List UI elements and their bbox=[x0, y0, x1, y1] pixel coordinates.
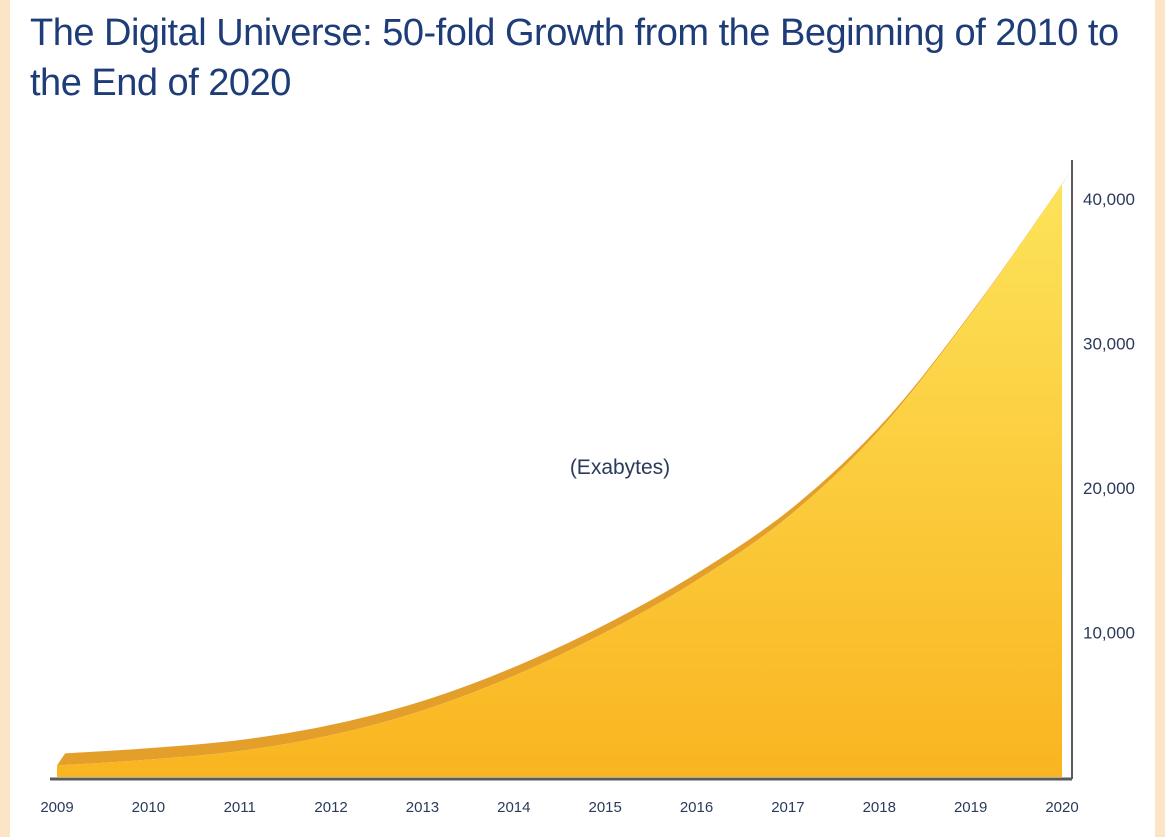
x-tick-label: 2012 bbox=[314, 799, 347, 816]
x-tick-label: 2011 bbox=[224, 799, 256, 816]
y-tick-label: 40,000 bbox=[1083, 190, 1135, 209]
unit-label: (Exabytes) bbox=[570, 456, 670, 479]
x-tick-label: 2013 bbox=[406, 799, 439, 816]
area-series bbox=[57, 184, 1062, 777]
y-tick-label: 10,000 bbox=[1083, 623, 1135, 642]
x-tick-label: 2016 bbox=[680, 799, 713, 816]
y-tick-label: 30,000 bbox=[1083, 334, 1135, 353]
x-tick-label: 2019 bbox=[954, 799, 987, 816]
x-tick-label: 2018 bbox=[863, 799, 896, 816]
x-tick-label: 2020 bbox=[1045, 799, 1078, 816]
area-top-edge bbox=[57, 172, 1070, 766]
x-tick-label: 2014 bbox=[497, 799, 530, 816]
x-tick-label: 2017 bbox=[771, 799, 804, 816]
x-tick-label: 2010 bbox=[132, 799, 165, 816]
x-tick-label: 2015 bbox=[588, 799, 621, 816]
y-tick-label: 20,000 bbox=[1083, 479, 1135, 498]
chart-title: The Digital Universe: 50-fold Growth fro… bbox=[30, 12, 1119, 104]
x-tick-label: 2009 bbox=[40, 799, 73, 816]
